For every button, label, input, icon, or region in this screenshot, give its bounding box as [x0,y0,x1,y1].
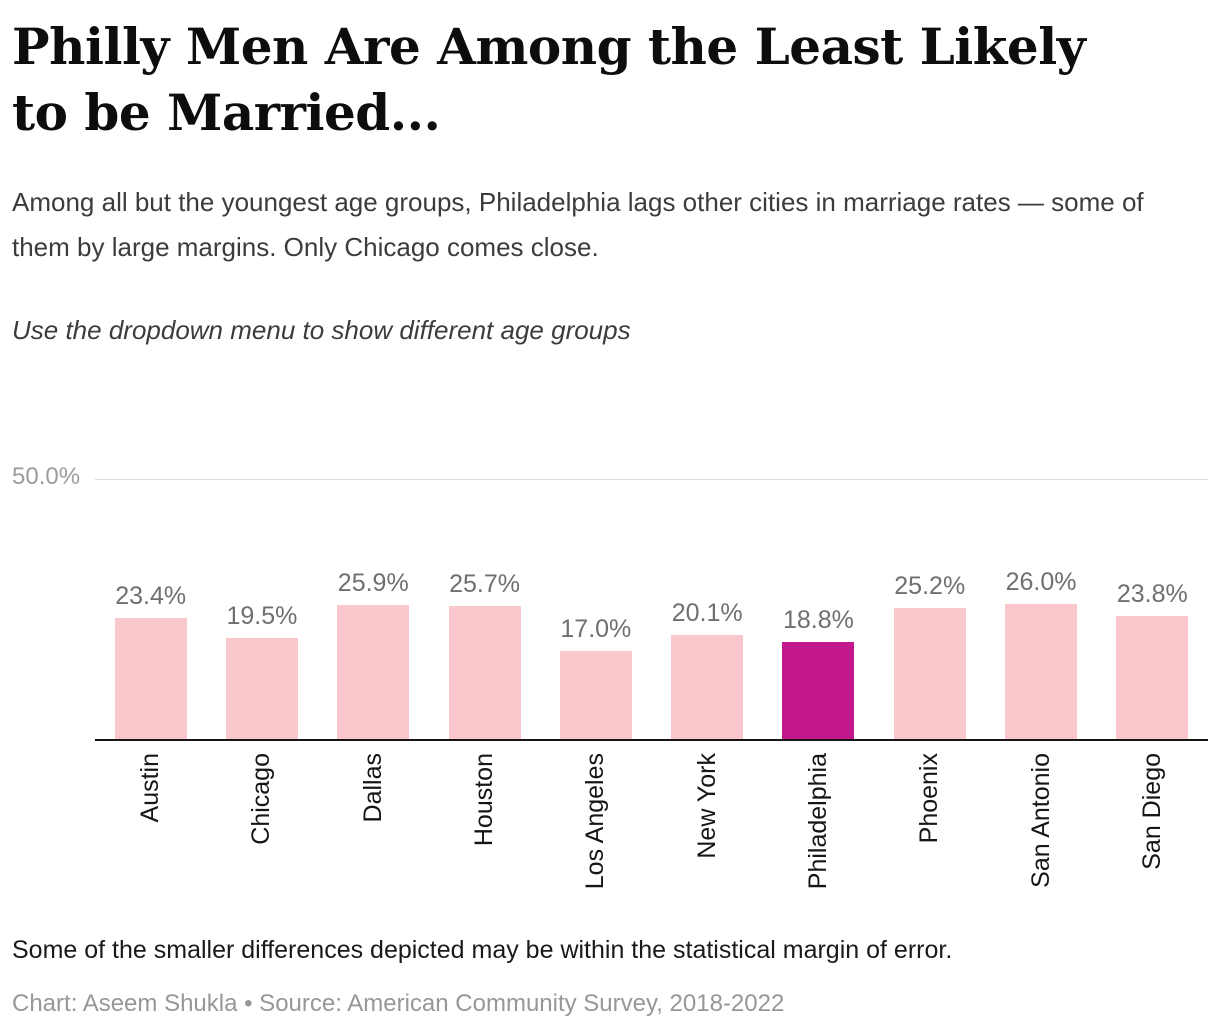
chart-credit: Chart: Aseem Shukla • Source: American C… [12,990,785,1018]
bars-area: 23.4% 19.5% 25.9% 25.7% 17.0% 20.1% 18.8% 25.2%… [95,479,1208,740]
x-axis-label-cell: San Diego [1097,753,1208,889]
bar-dallas[interactable] [337,604,410,740]
bar-value-label: 23.4% [115,581,187,610]
bar-chicago[interactable] [225,638,298,740]
x-axis-label-cell: New York [651,753,762,889]
x-axis-label-cell: Los Angeles [540,753,651,889]
bar-value-label: 17.0% [560,615,632,644]
x-axis-line [95,739,1208,742]
bar-column: 26.0% [985,479,1096,740]
bar-column: 18.8% [763,479,874,740]
x-axis-label: Los Angeles [581,753,610,890]
bar-value-label: 18.8% [782,605,854,634]
bar-value-label: 23.8% [1116,579,1188,608]
bar-value-label: 19.5% [226,602,298,631]
bar-column: 19.5% [206,479,317,740]
chart-footnote: Some of the smaller differences depicted… [12,936,953,965]
bar-chart: 50.0% 23.4% 19.5% 25.9% 25.7% 17.0% 20.1% 18.8… [12,422,1208,922]
x-axis-label: San Diego [1137,753,1166,871]
bar-column: 23.8% [1097,479,1208,740]
bar-san-antonio[interactable] [1005,604,1078,740]
x-axis-label: Austin [136,753,165,823]
bar-los-angeles[interactable] [559,651,632,740]
y-axis-tick-label: 50.0% [12,463,81,491]
bar-new-york[interactable] [671,634,744,740]
chart-subtitle: Among all but the youngest age groups, P… [12,187,1144,262]
bar-philadelphia[interactable] [782,641,855,740]
x-axis-label: Dallas [358,753,387,823]
bar-austin[interactable] [114,617,187,740]
bar-houston[interactable] [448,605,521,740]
x-axis-label-cell: Houston [429,753,540,889]
bar-value-label: 20.1% [671,598,743,627]
x-axis-label-cell: San Antonio [985,753,1096,889]
bar-column: 25.7% [429,479,540,740]
x-axis-label: Houston [470,753,499,847]
bar-value-label: 25.7% [449,569,520,598]
x-axis-label-cell: Chicago [206,753,317,889]
bar-column: 20.1% [651,479,762,740]
page: Philly Men Are Among the Least Likely to… [0,14,1220,1018]
bar-value-label: 26.0% [1005,568,1077,597]
x-axis-label: Phoenix [915,753,944,844]
bar-phoenix[interactable] [893,608,966,740]
bar-column: 23.4% [95,479,206,740]
x-axis-label-cell: Austin [95,753,206,889]
dropdown-instruction-note: Use the dropdown menu to show different … [12,315,631,346]
x-axis-labels: Austin Chicago Dallas Houston Los Angeles New… [95,753,1208,889]
x-axis-label-cell: Philadelphia [763,753,874,889]
bar-san-diego[interactable] [1116,615,1189,740]
bar-value-label: 25.9% [337,568,409,597]
x-axis-label: New York [692,753,721,860]
x-axis-label: San Antonio [1026,753,1055,889]
chart-title: Philly Men Are Among the Least Likely to… [12,17,1086,142]
bar-column: 17.0% [540,479,651,740]
bar-column: 25.2% [874,479,985,740]
x-axis-label: Chicago [247,753,276,846]
x-axis-label-cell: Dallas [318,753,429,889]
x-axis-label: Philadelphia [803,753,832,890]
bar-value-label: 25.2% [894,572,966,601]
bar-column: 25.9% [318,479,429,740]
y-gridline [95,479,1208,481]
x-axis-label-cell: Phoenix [874,753,985,889]
